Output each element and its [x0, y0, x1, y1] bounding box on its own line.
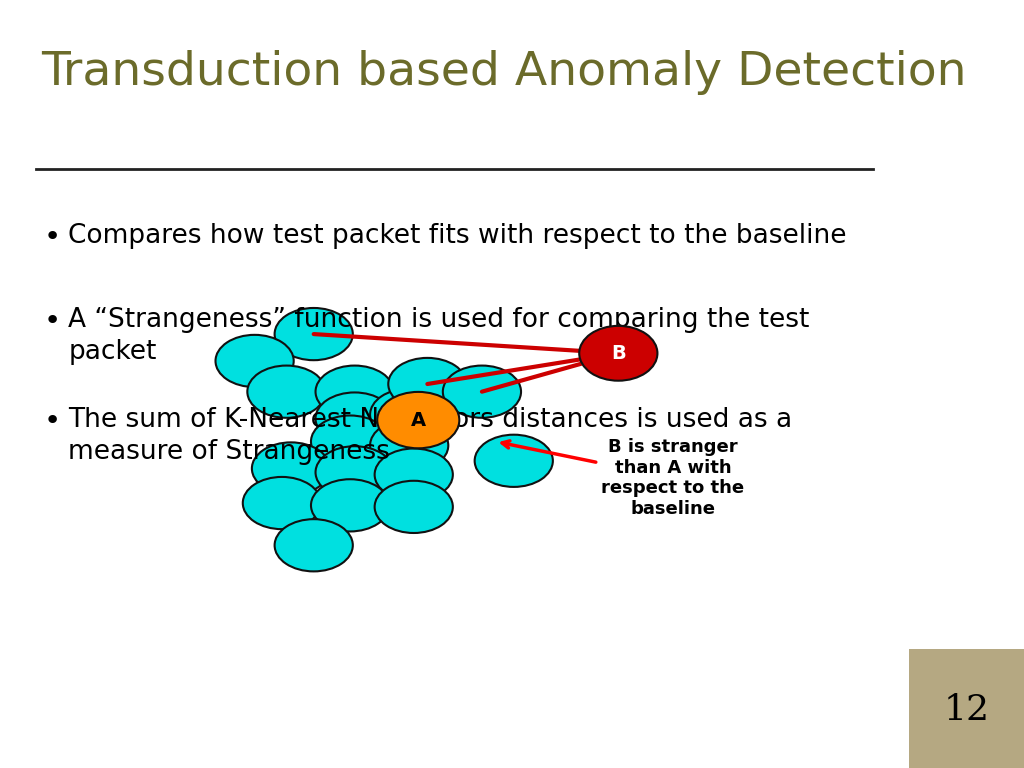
Ellipse shape	[580, 326, 657, 381]
Ellipse shape	[315, 366, 394, 418]
Ellipse shape	[370, 389, 449, 441]
Ellipse shape	[215, 335, 294, 387]
Text: B is stranger
than A with
respect to the
baseline: B is stranger than A with respect to the…	[502, 438, 744, 518]
Ellipse shape	[442, 366, 521, 418]
Text: B: B	[611, 344, 626, 362]
Text: •: •	[44, 307, 60, 335]
Ellipse shape	[475, 435, 553, 487]
Ellipse shape	[315, 392, 394, 445]
Ellipse shape	[252, 442, 330, 495]
Text: The sum of K-Nearest Neighbors distances is used as a
measure of Strangeness: The sum of K-Nearest Neighbors distances…	[69, 407, 793, 465]
Text: Transduction based Anomaly Detection: Transduction based Anomaly Detection	[41, 50, 967, 95]
Text: Compares how test packet fits with respect to the baseline: Compares how test packet fits with respe…	[69, 223, 847, 249]
Text: A: A	[411, 411, 426, 429]
Ellipse shape	[370, 419, 449, 472]
Ellipse shape	[274, 519, 353, 571]
Ellipse shape	[311, 479, 389, 531]
Ellipse shape	[315, 446, 394, 498]
Text: •: •	[44, 223, 60, 250]
Ellipse shape	[248, 366, 326, 418]
Ellipse shape	[311, 415, 389, 468]
Ellipse shape	[274, 308, 353, 360]
Text: A “Strangeness” function is used for comparing the test
packet: A “Strangeness” function is used for com…	[69, 307, 810, 366]
Ellipse shape	[375, 449, 453, 501]
Bar	[909, 649, 1024, 768]
Ellipse shape	[388, 358, 467, 410]
Text: 12: 12	[944, 694, 989, 727]
Ellipse shape	[375, 481, 453, 533]
Ellipse shape	[243, 477, 321, 529]
Text: •: •	[44, 407, 60, 435]
Ellipse shape	[377, 392, 460, 449]
